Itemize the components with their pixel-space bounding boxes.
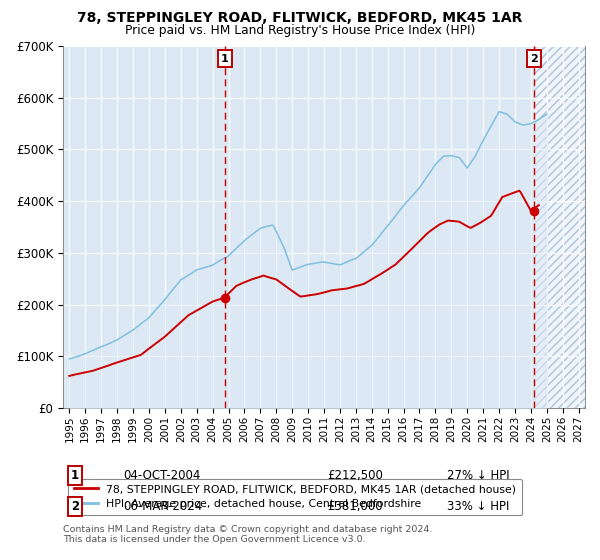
Text: 2: 2 bbox=[530, 54, 538, 64]
Text: 06-MAR-2024: 06-MAR-2024 bbox=[123, 500, 202, 513]
Text: £381,000: £381,000 bbox=[327, 500, 383, 513]
Text: 78, STEPPINGLEY ROAD, FLITWICK, BEDFORD, MK45 1AR: 78, STEPPINGLEY ROAD, FLITWICK, BEDFORD,… bbox=[77, 11, 523, 25]
Text: 1: 1 bbox=[71, 469, 79, 482]
Text: Price paid vs. HM Land Registry's House Price Index (HPI): Price paid vs. HM Land Registry's House … bbox=[125, 24, 475, 36]
Bar bbox=[533, 46, 585, 408]
Text: £212,500: £212,500 bbox=[327, 469, 383, 482]
Text: 2: 2 bbox=[71, 500, 79, 513]
Text: 27% ↓ HPI: 27% ↓ HPI bbox=[447, 469, 509, 482]
Legend: 78, STEPPINGLEY ROAD, FLITWICK, BEDFORD, MK45 1AR (detached house), HPI: Average: 78, STEPPINGLEY ROAD, FLITWICK, BEDFORD,… bbox=[68, 479, 522, 515]
Text: 33% ↓ HPI: 33% ↓ HPI bbox=[447, 500, 509, 513]
Text: 04-OCT-2004: 04-OCT-2004 bbox=[123, 469, 200, 482]
Text: 1: 1 bbox=[221, 54, 229, 64]
Bar bbox=[533, 46, 585, 408]
Text: Contains HM Land Registry data © Crown copyright and database right 2024.
This d: Contains HM Land Registry data © Crown c… bbox=[63, 525, 433, 544]
